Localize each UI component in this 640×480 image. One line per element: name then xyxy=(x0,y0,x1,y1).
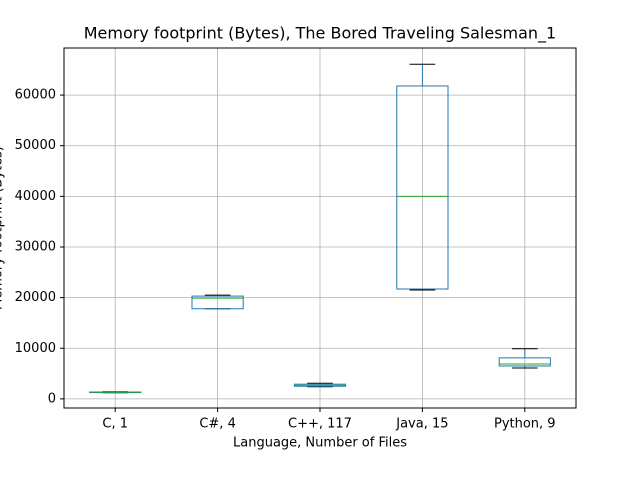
y-tick-label: 30000 xyxy=(15,239,56,254)
box xyxy=(396,85,449,290)
x-tick-label: Java, 15 xyxy=(395,417,448,432)
box xyxy=(191,295,244,310)
y-tick-label: 20000 xyxy=(15,290,56,305)
x-axis-label: Language, Number of Files xyxy=(233,436,407,451)
chart-title: Memory footprint (Bytes), The Bored Trav… xyxy=(84,24,556,44)
y-tick-label: 0 xyxy=(48,391,56,406)
y-tick-label: 40000 xyxy=(15,189,56,204)
x-tick-label: C, 1 xyxy=(102,417,128,432)
y-tick-label: 60000 xyxy=(15,88,56,103)
box xyxy=(498,357,551,367)
y-tick-label: 10000 xyxy=(15,341,56,356)
plot-frame xyxy=(63,47,577,409)
y-axis-label: Memory footprint (Bytes) xyxy=(0,146,6,310)
y-tick-label: 50000 xyxy=(15,138,56,153)
x-tick-label: Python, 9 xyxy=(494,417,556,432)
x-tick-label: C++, 117 xyxy=(288,417,352,432)
x-tick-label: C#, 4 xyxy=(199,417,236,432)
